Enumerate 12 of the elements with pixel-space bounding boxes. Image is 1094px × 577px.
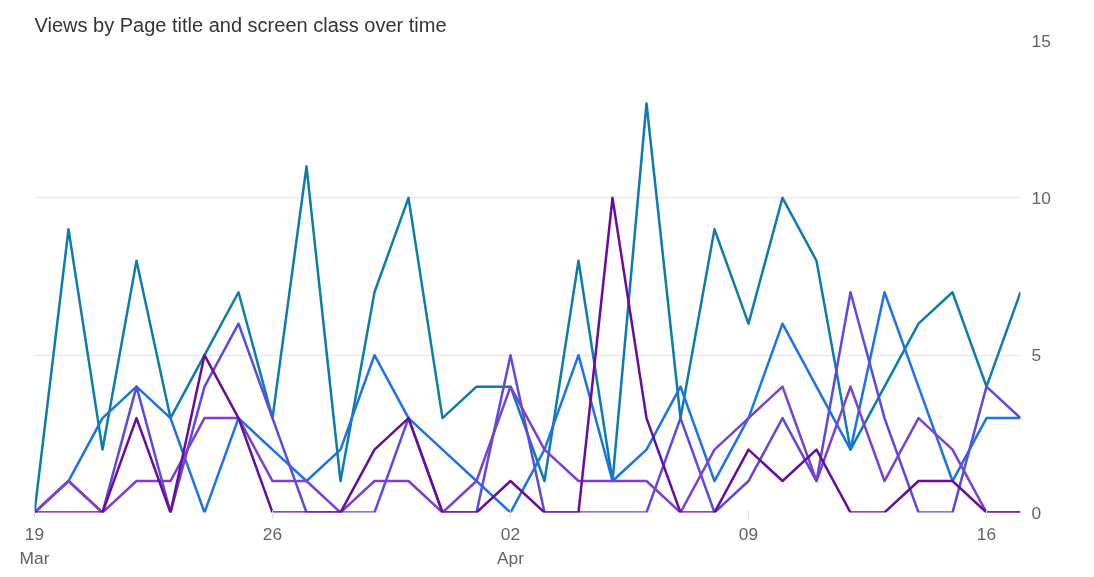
x-tick-label: 16 (976, 523, 997, 544)
line-series (34, 196, 1021, 513)
x-tick-label: 19 Mar (19, 523, 50, 568)
x-tick-label: 09 (738, 523, 759, 544)
line-series (34, 102, 1021, 513)
y-tick-label: 15 (1031, 30, 1051, 51)
y-tick-label: 5 (1031, 345, 1042, 366)
y-tick-label: 10 (1031, 187, 1051, 208)
y-tick-label: 0 (1031, 502, 1042, 523)
chart-title: Views by Page title and screen class over time (34, 13, 447, 36)
x-tick-label: 26 (262, 523, 283, 544)
x-tick-label: 02 Apr (497, 523, 525, 568)
